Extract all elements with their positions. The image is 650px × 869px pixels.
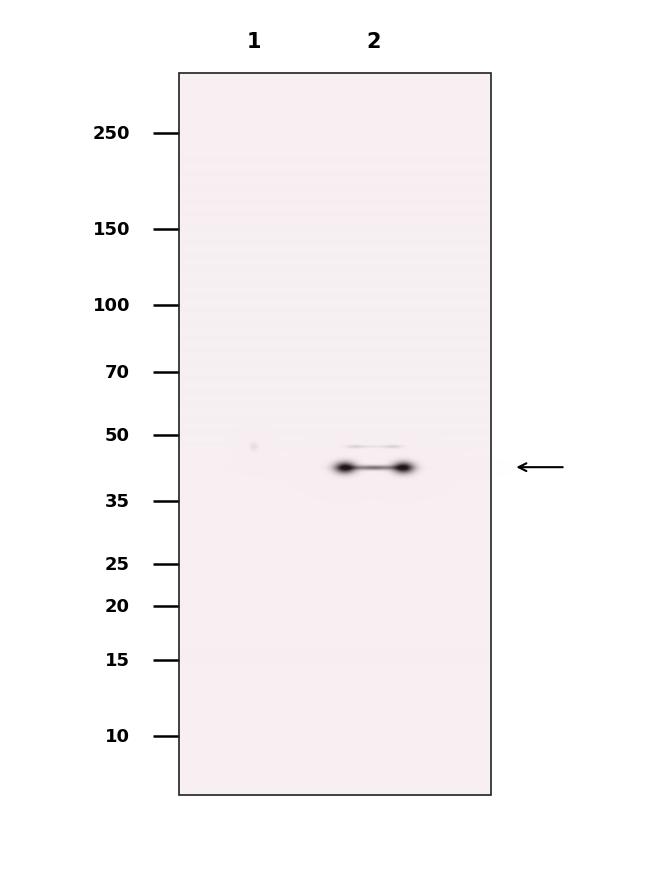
Text: 100: 100	[92, 296, 130, 315]
Text: 10: 10	[105, 727, 130, 745]
Text: 20: 20	[105, 597, 130, 615]
Text: 15: 15	[105, 651, 130, 669]
Text: 70: 70	[105, 363, 130, 381]
Text: 35: 35	[105, 493, 130, 511]
Text: 50: 50	[105, 426, 130, 444]
Text: 2: 2	[367, 32, 381, 51]
Text: 1: 1	[246, 32, 261, 51]
Text: 250: 250	[92, 125, 130, 143]
Bar	[179, 74, 491, 795]
Text: 150: 150	[92, 221, 130, 239]
Text: 25: 25	[105, 555, 130, 574]
Bar	[179, 74, 491, 795]
